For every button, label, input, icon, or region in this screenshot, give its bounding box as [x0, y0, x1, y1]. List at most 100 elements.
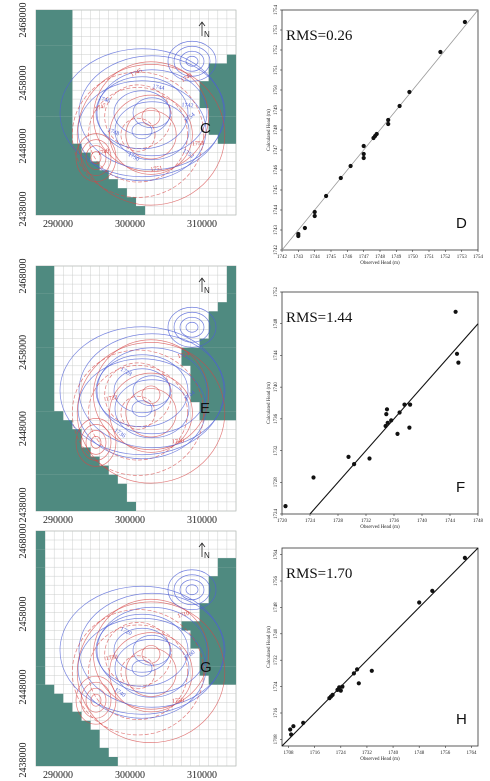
- x-tick-label: 1751: [424, 255, 435, 260]
- y-tick-label: 1746: [274, 165, 279, 176]
- contour-label: 1752: [181, 148, 194, 160]
- rms-label: RMS=1.70: [286, 566, 352, 582]
- contour-blue: [179, 50, 205, 72]
- data-point: [291, 724, 296, 729]
- x-axis-label: Observed Head (m): [360, 525, 400, 530]
- contour-blue: [59, 48, 225, 178]
- panel-letter: F: [456, 479, 465, 496]
- panel-letter: G: [200, 659, 212, 676]
- data-point: [389, 418, 394, 423]
- data-point: [338, 175, 343, 181]
- contour-red: [141, 645, 161, 664]
- x-tick-label: 1724: [336, 751, 347, 756]
- x-tick-label: 1750: [408, 255, 419, 260]
- contour-red: [88, 87, 188, 183]
- x-tick-label: 1749: [391, 255, 402, 260]
- x-tick-label: 1728: [333, 519, 344, 524]
- data-point: [301, 720, 306, 726]
- contour-blue: [59, 326, 225, 456]
- x-tick-label: 1716: [310, 751, 321, 756]
- contour-blue: [113, 90, 171, 136]
- panel-letter: H: [456, 711, 467, 728]
- map-y-tick: 2458000: [18, 66, 29, 101]
- x-tick-label: 1740: [388, 751, 399, 756]
- contour-red: [90, 436, 102, 449]
- contour-red: [75, 133, 117, 182]
- y-ticks: 1708 1716 1724 1732 1740 1748 1756 1764: [274, 549, 282, 744]
- data-point: [417, 600, 422, 605]
- contour-blue: [95, 354, 189, 428]
- data-point: [397, 103, 402, 109]
- contour-blue: [113, 627, 171, 673]
- contour-red: [90, 693, 102, 707]
- map-y-tick: 2468000: [18, 3, 29, 38]
- x-tick-label: 1744: [445, 519, 456, 524]
- contour-label: 1740: [172, 439, 184, 446]
- map-x-tick: 290000: [43, 770, 73, 781]
- map-y-tick: 2438000: [18, 743, 29, 778]
- panel-letter: D: [456, 215, 467, 232]
- contour-red: [120, 395, 156, 430]
- contour-blue: [78, 55, 226, 171]
- data-point: [351, 671, 356, 676]
- x-ticks: 1720 1724 1728 1732 1736 1740 1744 1748: [277, 514, 484, 524]
- contour-lines: [59, 40, 226, 206]
- contour-blue: [95, 76, 189, 150]
- y-tick-label: 1750: [274, 85, 279, 96]
- contour-red: [109, 94, 193, 175]
- map-panel-c: 1754175317521751175017491748174717461745…: [18, 3, 237, 230]
- x-tick-label: 1732: [362, 751, 373, 756]
- x-tick-label: 1736: [389, 519, 400, 524]
- map-y-ticks: 2468000 2458000 2448000 2438000: [18, 524, 29, 778]
- map-y-tick: 2458000: [18, 597, 29, 632]
- x-tick-label: 1754: [473, 255, 484, 260]
- map-y-tick: 2438000: [18, 488, 29, 523]
- contour-red: [85, 145, 107, 170]
- data-point: [407, 89, 412, 95]
- map-panel-g: 176017501740173017201710NG24680002458000…: [18, 524, 237, 781]
- data-point: [453, 309, 458, 314]
- contour-red: [141, 385, 161, 404]
- x-tick-label: 1744: [310, 255, 321, 260]
- data-point: [385, 420, 390, 425]
- y-tick-label: 1736: [274, 413, 279, 424]
- map-x-ticks: 290000 300000 310000: [43, 515, 217, 526]
- contour-label: 1750: [127, 152, 140, 163]
- data-point: [283, 504, 288, 509]
- one-to-one-line: [281, 547, 479, 747]
- contour-red: [93, 61, 209, 173]
- contour-label: 1751: [150, 166, 163, 174]
- data-point: [395, 431, 400, 436]
- one-to-one-line: [309, 323, 479, 515]
- contour-blue: [113, 368, 171, 414]
- contour-blue: [59, 585, 225, 715]
- y-ticks: 1724 1728 1732 1736 1740 1744 1748 1752: [274, 287, 282, 519]
- x-tick-label: 1752: [440, 255, 451, 260]
- y-tick-label: 1748: [274, 125, 279, 136]
- contour-label: 1748: [106, 127, 119, 137]
- data-point: [302, 225, 307, 231]
- x-tick-label: 1747: [359, 255, 370, 260]
- data-point: [384, 412, 389, 417]
- y-tick-label: 1744: [274, 350, 279, 361]
- contour-label: 1747: [94, 103, 107, 113]
- contour-blue: [114, 638, 190, 698]
- data-point: [369, 668, 374, 673]
- data-point: [402, 402, 407, 407]
- data-point: [296, 231, 301, 237]
- x-tick-label: 1764: [467, 751, 478, 756]
- x-tick-label: 1740: [417, 519, 428, 524]
- contour-red: [85, 687, 107, 713]
- data-point: [356, 681, 361, 686]
- data-point: [397, 410, 402, 415]
- contour-label: 1749: [97, 148, 110, 157]
- y-tick-label: 1747: [274, 145, 279, 156]
- y-tick-label: 1764: [274, 549, 279, 560]
- data-point: [355, 667, 360, 672]
- contour-label: 1746: [98, 96, 111, 105]
- contour-red: [93, 339, 209, 451]
- data-point: [407, 425, 412, 430]
- map-y-tick: 2448000: [18, 411, 29, 446]
- y-tick-label: 1754: [274, 5, 279, 16]
- contour-lines: [59, 569, 226, 743]
